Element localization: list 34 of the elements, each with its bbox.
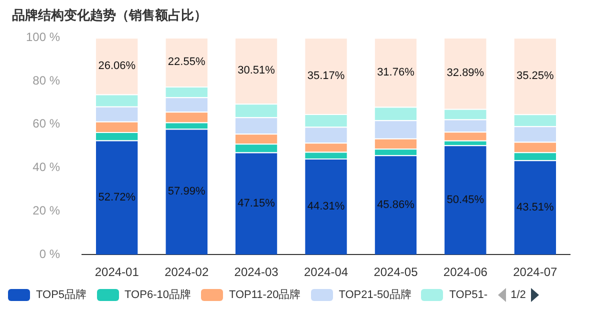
y-tick-label: 0 %: [39, 246, 60, 261]
y-tick-label: 20 %: [32, 204, 60, 218]
data-label: 57.99%: [168, 186, 206, 198]
data-label: 22.55%: [168, 56, 206, 68]
legend-label: TOP51-: [449, 288, 488, 300]
legend-label: TOP11-20品牌: [228, 288, 301, 302]
data-label: 35.17%: [307, 70, 345, 82]
text: 1/2: [510, 288, 526, 300]
data-label: 31.76%: [377, 66, 415, 78]
x-tick-label: 2024-05: [374, 265, 418, 280]
data-label: 47.15%: [238, 197, 276, 210]
legend-label: TOP5品牌: [36, 288, 87, 302]
y-tick-label: 40 %: [32, 160, 60, 174]
data-label: 52.72%: [98, 191, 136, 204]
data-label: 43.51%: [516, 201, 554, 214]
x-tick-label: 2024-02: [164, 265, 209, 280]
data-label: 35.25%: [516, 70, 554, 82]
x-tick-label: 2024-07: [513, 265, 558, 280]
y-tick-label: 100 %: [26, 30, 60, 44]
data-label: 32.89%: [446, 67, 484, 80]
x-tick-label: 2024-04: [304, 265, 348, 280]
y-tick-label: 60 %: [32, 116, 60, 131]
legend-label: TOP6-10品牌: [124, 288, 191, 302]
data-label: 30.51%: [238, 64, 276, 77]
data-label: 50.45%: [446, 194, 484, 206]
y-tick-label: 80 %: [32, 73, 60, 88]
x-tick-label: 2024-01: [94, 265, 140, 280]
x-tick-label: 2024-06: [443, 265, 488, 280]
data-label: 44.31%: [307, 200, 345, 213]
legend-label: TOP21-50品牌: [338, 288, 412, 302]
data-label: 45.86%: [377, 198, 415, 211]
chart-title: 品牌结构变化趋势（销售额占比）: [12, 7, 207, 22]
x-tick-label: 2024-03: [234, 265, 279, 280]
data-label: 26.06%: [98, 60, 136, 72]
